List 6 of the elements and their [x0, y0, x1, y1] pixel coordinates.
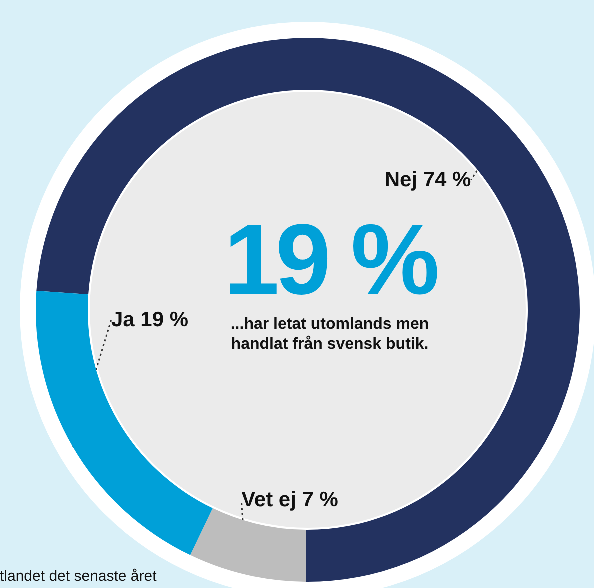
- text: tlandet det senaste året: [0, 568, 158, 585]
- slice-label: Vet ej 7 %: [242, 488, 339, 512]
- slice-label: Ja 19 %: [111, 308, 189, 332]
- slice-label: Nej 74 %: [384, 168, 472, 192]
- text: ...har letat utomlands men handlat från svensk butik.: [230, 315, 430, 355]
- data-label: 19 %: [224, 204, 436, 316]
